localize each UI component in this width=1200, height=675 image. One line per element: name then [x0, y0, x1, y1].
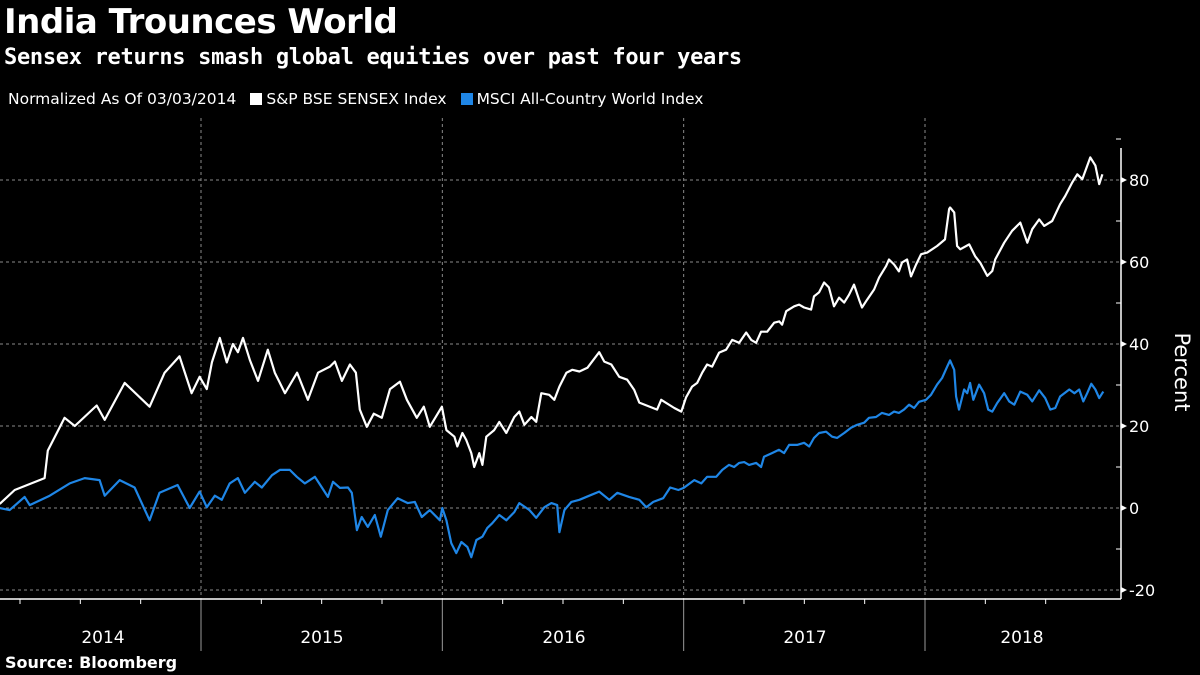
x-tick-label: 2016: [542, 628, 585, 648]
y-tick-label: 0: [1129, 499, 1139, 518]
legend-item-msci: MSCI All-Country World Index: [460, 90, 704, 108]
axes: -20 0 20 40 60 80 2014 2015 2016 2017 2018: [0, 138, 1155, 651]
x-tick-label: 2017: [783, 628, 826, 648]
y-axis-label: Percent: [1170, 332, 1194, 411]
series-line-sensex: [0, 156, 1104, 505]
y-tick-mark: [1121, 259, 1127, 265]
series-line-msci: [0, 359, 1105, 559]
source-note: Source: Bloomberg: [5, 653, 178, 672]
y-tick-mark: [1121, 341, 1127, 347]
chart-subtitle: Sensex returns smash global equities ove…: [4, 45, 742, 70]
chart-title: India Trounces World: [4, 2, 398, 42]
series-lines: [0, 156, 1105, 559]
y-tick-label: 60: [1129, 253, 1149, 272]
gridlines: [0, 118, 1121, 599]
y-tick-mark: [1121, 505, 1127, 511]
legend-note: Normalized As Of 03/03/2014: [8, 90, 237, 108]
x-tick-label: 2018: [1000, 628, 1043, 648]
x-tick-label: 2014: [81, 628, 124, 648]
legend: Normalized As Of 03/03/2014 S&P BSE SENS…: [8, 90, 703, 108]
y-tick-label: 80: [1129, 171, 1149, 190]
legend-swatch-sensex: [250, 93, 263, 105]
y-tick-mark: [1121, 423, 1127, 429]
legend-swatch-msci: [460, 93, 473, 105]
y-tick-mark: [1121, 177, 1127, 183]
legend-item-sensex: S&P BSE SENSEX Index: [250, 90, 447, 108]
legend-label-sensex: S&P BSE SENSEX Index: [266, 90, 447, 108]
y-tick-label: -20: [1129, 581, 1155, 600]
x-tick-label: 2015: [300, 628, 343, 648]
y-tick-label: 40: [1129, 335, 1149, 354]
y-tick-label: 20: [1129, 417, 1149, 436]
legend-label-msci: MSCI All-Country World Index: [476, 90, 704, 108]
y-tick-mark: [1121, 587, 1127, 593]
